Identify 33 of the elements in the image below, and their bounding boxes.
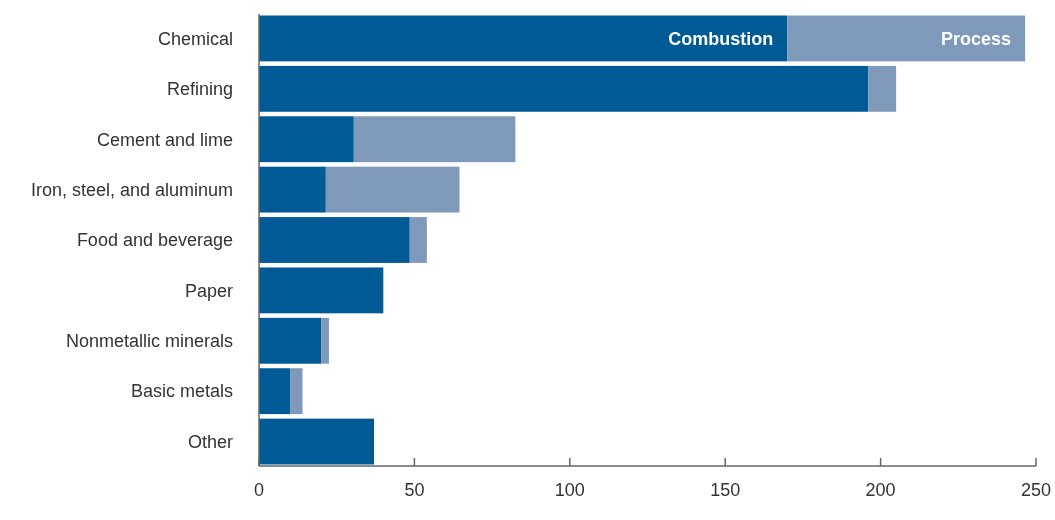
bar [353, 116, 516, 163]
x-tick-label: 50 [404, 480, 425, 500]
bar [787, 15, 1026, 62]
y-tick-label: Cement and lime [96, 129, 233, 150]
x-tick-label: 200 [865, 480, 896, 500]
y-tick-label: Nonmetallic minerals [65, 331, 233, 352]
y-tick-label: Other [187, 431, 233, 452]
y-tick-label: Refining [166, 79, 233, 100]
bar [259, 418, 374, 465]
bar [259, 15, 788, 62]
bar [325, 166, 460, 213]
y-tick-label: Food and beverage [76, 230, 233, 251]
bar [259, 116, 354, 163]
bar [259, 267, 384, 314]
bar [259, 317, 322, 364]
bar [290, 368, 303, 415]
y-tick-label: Chemical [157, 28, 233, 49]
series-label: Process [941, 28, 1012, 49]
x-tick-label: 0 [253, 480, 265, 500]
bar [259, 166, 326, 213]
bar [259, 65, 869, 112]
y-tick-label: Paper [184, 280, 233, 301]
x-tick-label: 150 [710, 480, 741, 500]
bar [259, 217, 410, 263]
bar [868, 65, 897, 112]
bar [259, 368, 291, 415]
series-label: Combustion [668, 28, 774, 49]
x-tick-label: 250 [1020, 480, 1052, 500]
y-tick-label: Basic metals [130, 381, 233, 402]
bar [321, 317, 329, 364]
y-tick-label: Iron, steel, and aluminum [30, 179, 233, 200]
bar [409, 217, 427, 263]
x-tick-label: 100 [554, 480, 585, 500]
